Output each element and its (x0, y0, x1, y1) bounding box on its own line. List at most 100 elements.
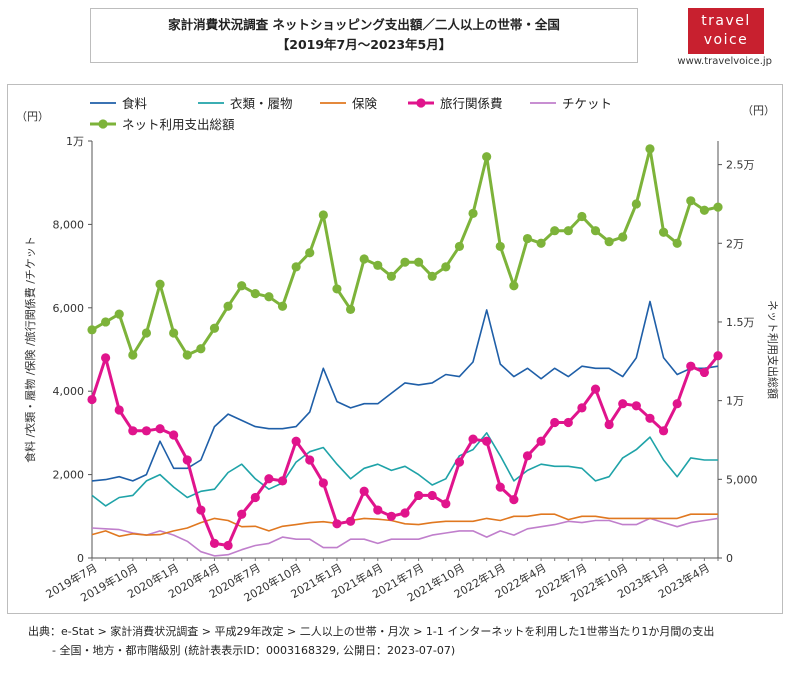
point-travel (618, 399, 628, 409)
series-line-clothing (91, 432, 718, 507)
point-total (441, 262, 451, 272)
logo-url[interactable]: www.travelvoice.jp (677, 56, 772, 67)
point-total (386, 271, 396, 281)
point-travel (114, 405, 124, 415)
point-travel (277, 476, 288, 486)
legend-label-insurance: 保険 (352, 96, 378, 111)
point-total (577, 211, 587, 222)
point-travel (658, 426, 669, 436)
point-travel (237, 509, 247, 519)
left-tick-label: 2,000 (53, 469, 85, 482)
legend-label-total: ネット利用支出総額 (122, 117, 235, 132)
point-total (699, 205, 709, 215)
right-tick-label: 2万 (726, 237, 744, 250)
series-line-ticket (91, 517, 719, 557)
point-travel (196, 505, 206, 515)
chart-title-box: 家計消費状況調査 ネットショッピング支出額／二人以上の世帯・全国 【2019年7… (90, 8, 638, 63)
point-total (658, 227, 669, 237)
point-travel (155, 424, 165, 434)
left-axis-unit: （円） (16, 110, 49, 123)
chart-period: 【2019年7月〜2023年5月】 (276, 37, 452, 52)
point-total (645, 144, 655, 154)
point-travel (713, 351, 723, 361)
point-travel (141, 426, 152, 436)
point-travel (87, 394, 97, 405)
point-total (209, 323, 220, 333)
point-travel (359, 486, 369, 496)
point-travel (441, 499, 451, 509)
point-travel (318, 478, 328, 488)
left-tick-label: 1万 (66, 135, 84, 148)
point-total (509, 281, 519, 291)
source-line-1: 出典：e-Stat > 家計消費状況調査 > 平成29年改定 > 二人以上の世帯… (28, 625, 715, 638)
point-total (686, 196, 696, 206)
left-axis-title: 食料 /衣類・履物 /保険 /旅行関係費 /チケット (23, 236, 37, 463)
point-travel (332, 519, 342, 529)
legend-label-travel: 旅行関係費 (440, 96, 503, 111)
point-travel (536, 436, 546, 446)
point-travel (686, 361, 696, 371)
travelvoice-logo[interactable]: travel voice (688, 8, 764, 54)
right-axis-title: ネット利用支出総額 (766, 300, 780, 399)
point-travel (495, 482, 505, 492)
point-total (223, 301, 233, 311)
point-total (427, 271, 437, 281)
point-travel (414, 490, 424, 501)
point-travel (400, 508, 410, 518)
point-travel (577, 403, 587, 413)
point-travel (550, 417, 560, 428)
point-travel (672, 399, 682, 409)
point-travel (169, 430, 179, 440)
left-tick-label: 0 (77, 552, 84, 565)
point-travel (373, 505, 383, 515)
chart-title: 家計消費状況調査 ネットショッピング支出額／二人以上の世帯・全国 (168, 17, 560, 32)
line-chart: 0 2,000 4,000 6,000 8,000 1万 0 5,000 1万 1.5万 2万 2.5… (16, 96, 780, 605)
legend-label-ticket: チケット (562, 96, 612, 111)
point-travel (209, 538, 220, 549)
point-travel (250, 492, 260, 503)
point-total (250, 289, 260, 299)
point-total (332, 284, 342, 294)
point-travel (509, 495, 519, 505)
point-travel (631, 401, 641, 411)
point-total (713, 202, 723, 212)
legend-label-clothing: 衣類・履物 (230, 96, 293, 111)
point-total (563, 226, 573, 236)
point-travel (345, 516, 356, 526)
point-travel (645, 413, 655, 423)
series-line-total (91, 147, 719, 357)
point-total (182, 350, 192, 360)
point-travel (291, 436, 301, 446)
point-total (291, 262, 301, 272)
right-tick-label: 0 (726, 552, 733, 565)
point-total (345, 304, 356, 314)
left-tick-label: 6,000 (53, 302, 85, 315)
point-total (87, 325, 97, 335)
point-total (318, 210, 328, 220)
series-line-insurance (91, 513, 718, 538)
point-travel (386, 511, 396, 521)
point-travel (128, 426, 138, 436)
point-total (155, 279, 165, 289)
legend-marker-total (98, 119, 108, 129)
point-total (305, 248, 315, 258)
point-total (101, 317, 111, 327)
logo-text-voice: voice (703, 32, 749, 48)
point-total (400, 257, 410, 267)
point-travel (427, 490, 437, 501)
point-total (590, 226, 601, 236)
point-total (373, 260, 383, 270)
legend-marker-travel (416, 98, 426, 108)
point-total (196, 344, 206, 354)
point-total (414, 257, 424, 267)
point-total (672, 238, 682, 248)
chart-frame (7, 84, 783, 614)
point-travel (482, 436, 492, 446)
point-total (550, 226, 560, 236)
point-total (359, 254, 369, 264)
point-travel (590, 384, 601, 394)
point-travel (305, 455, 315, 465)
left-tick-label: 4,000 (53, 385, 85, 398)
point-total (277, 301, 288, 311)
point-total (631, 199, 641, 209)
